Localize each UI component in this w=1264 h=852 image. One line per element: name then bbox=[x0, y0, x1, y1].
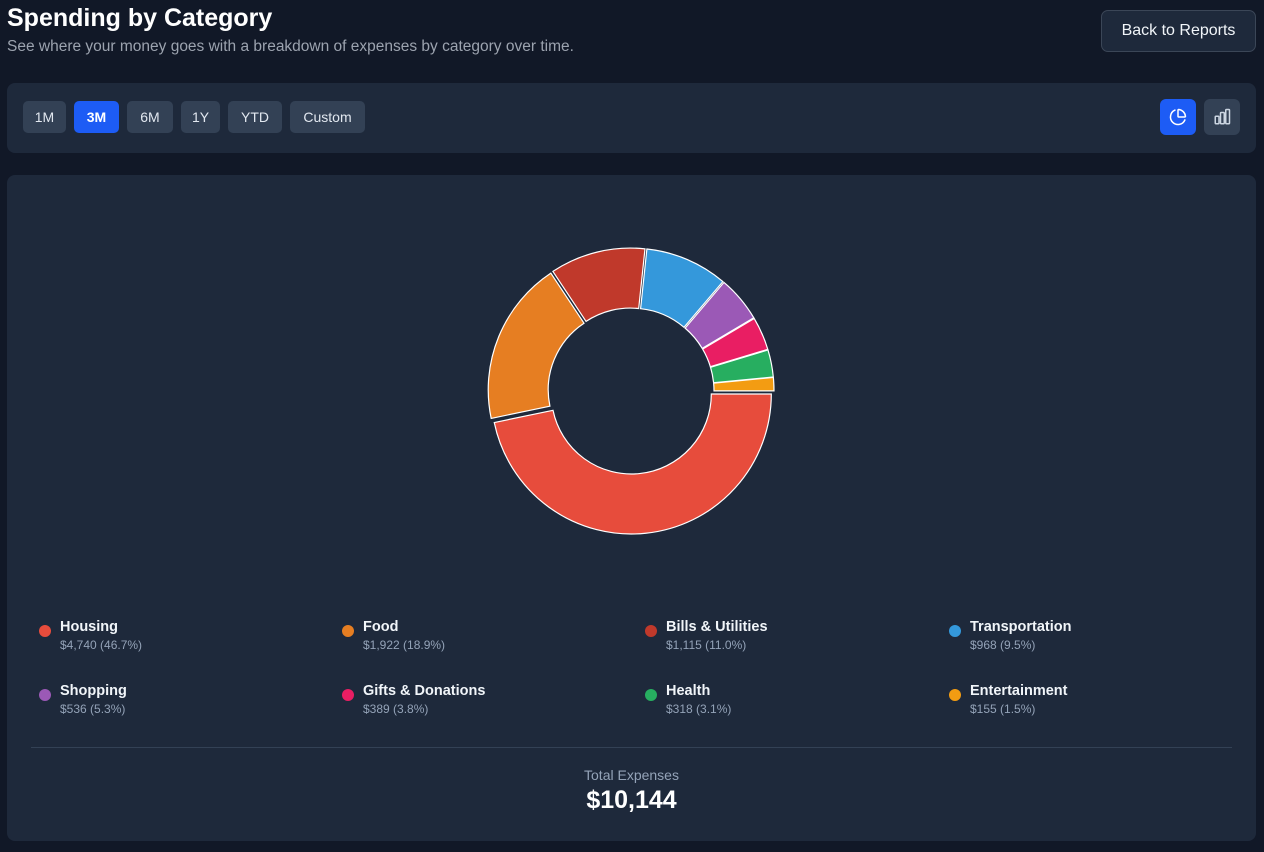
legend-value: $968 (9.5%) bbox=[970, 638, 1036, 652]
legend-dot bbox=[645, 625, 657, 637]
range-ytd-button[interactable]: YTD bbox=[228, 101, 282, 133]
donut-slice-bills-utilities[interactable] bbox=[552, 247, 646, 323]
donut-slice-transportation[interactable] bbox=[639, 248, 724, 329]
total-expenses-value: $10,144 bbox=[586, 786, 677, 814]
legend-value: $155 (1.5%) bbox=[970, 702, 1036, 716]
legend-dot bbox=[342, 689, 354, 701]
legend-name: Food bbox=[363, 619, 399, 635]
range-3m-button[interactable]: 3M bbox=[74, 101, 119, 133]
bar-chart-icon bbox=[1214, 108, 1231, 125]
legend-item-health: Health $318 (3.1%) bbox=[645, 683, 925, 723]
chart-card: Housing $4,740 (46.7%) Food $1,922 (18.9… bbox=[7, 175, 1256, 841]
donut-slice-food[interactable] bbox=[487, 272, 585, 420]
divider bbox=[31, 747, 1232, 748]
legend-item-shopping: Shopping $536 (5.3%) bbox=[39, 683, 319, 723]
range-1y-button[interactable]: 1Y bbox=[181, 101, 220, 133]
donut-slice-gifts-donations[interactable] bbox=[701, 317, 769, 368]
legend-item-housing: Housing $4,740 (46.7%) bbox=[39, 619, 319, 659]
legend-dot bbox=[342, 625, 354, 637]
legend-value: $1,115 (11.0%) bbox=[666, 638, 747, 652]
legend-value: $1,922 (18.9%) bbox=[363, 638, 446, 652]
legend-name: Shopping bbox=[60, 683, 127, 699]
legend-value: $536 (5.3%) bbox=[60, 702, 126, 716]
page-subtitle: See where your money goes with a breakdo… bbox=[7, 38, 574, 55]
donut-slice-entertainment[interactable] bbox=[712, 376, 775, 392]
legend-name: Housing bbox=[60, 619, 118, 635]
donut-chart bbox=[487, 247, 775, 535]
legend-value: $4,740 (46.7%) bbox=[60, 638, 143, 652]
pie-view-button[interactable] bbox=[1160, 99, 1196, 135]
legend-name: Entertainment bbox=[970, 683, 1068, 699]
legend-item-gifts: Gifts & Donations $389 (3.8%) bbox=[342, 683, 622, 723]
legend-item-entertainment: Entertainment $155 (1.5%) bbox=[949, 683, 1229, 723]
legend-name: Transportation bbox=[970, 619, 1072, 635]
legend-item-transportation: Transportation $968 (9.5%) bbox=[949, 619, 1229, 659]
page-title: Spending by Category bbox=[7, 4, 273, 32]
legend-item-bills: Bills & Utilities $1,115 (11.0%) bbox=[645, 619, 925, 659]
legend-dot bbox=[645, 689, 657, 701]
legend-dot bbox=[949, 625, 961, 637]
range-custom-button[interactable]: Custom bbox=[290, 101, 365, 133]
legend-value: $318 (3.1%) bbox=[666, 702, 732, 716]
legend-value: $389 (3.8%) bbox=[363, 702, 429, 716]
legend-name: Gifts & Donations bbox=[363, 683, 486, 699]
total-expenses-label: Total Expenses bbox=[584, 767, 679, 783]
back-to-reports-button[interactable]: Back to Reports bbox=[1101, 10, 1256, 52]
legend-name: Health bbox=[666, 683, 711, 699]
legend-dot bbox=[39, 689, 51, 701]
legend-item-food: Food $1,922 (18.9%) bbox=[342, 619, 622, 659]
filter-bar: 1M 3M 6M 1Y YTD Custom bbox=[7, 83, 1256, 153]
range-6m-button[interactable]: 6M bbox=[127, 101, 173, 133]
page-header: Spending by Category See where your mone… bbox=[0, 0, 1264, 70]
bar-view-button[interactable] bbox=[1204, 99, 1240, 135]
legend-dot bbox=[39, 625, 51, 637]
range-1m-button[interactable]: 1M bbox=[23, 101, 66, 133]
legend-dot bbox=[949, 689, 961, 701]
donut-slice-shopping[interactable] bbox=[684, 281, 755, 350]
donut-slice-housing[interactable] bbox=[493, 393, 772, 535]
pie-chart-icon bbox=[1169, 108, 1187, 126]
legend-name: Bills & Utilities bbox=[666, 619, 768, 635]
